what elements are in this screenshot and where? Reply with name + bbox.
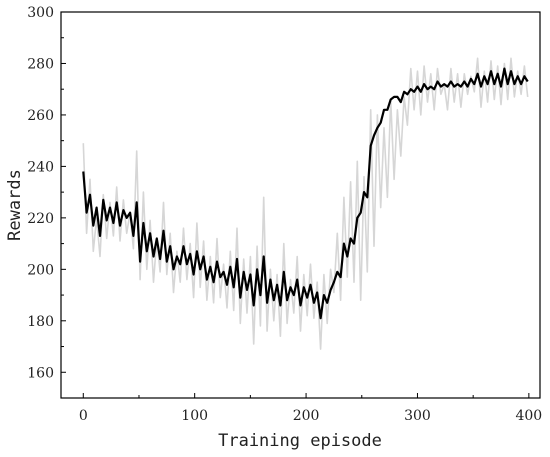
y-tick-label: 260 bbox=[27, 108, 54, 124]
x-axis-title: Training episode bbox=[218, 431, 382, 451]
y-tick-label: 180 bbox=[27, 314, 54, 330]
y-tick-label: 160 bbox=[27, 365, 54, 381]
x-tick-label: 0 bbox=[79, 408, 88, 424]
y-tick-label: 280 bbox=[27, 56, 54, 72]
x-tick-label: 200 bbox=[293, 408, 320, 424]
y-tick-label: 300 bbox=[27, 5, 54, 21]
raw-reward-line bbox=[82, 57, 529, 350]
x-tick-label: 100 bbox=[181, 408, 208, 424]
y-axis-title: Rewards bbox=[5, 169, 25, 241]
y-tick-label: 240 bbox=[27, 159, 54, 175]
plot-area bbox=[82, 57, 529, 350]
x-axis-ticks: 0 100 200 300 400 bbox=[79, 393, 542, 424]
axes bbox=[60, 11, 541, 399]
y-tick-label: 200 bbox=[27, 262, 54, 278]
y-tick-label: 220 bbox=[27, 211, 54, 227]
smoothed-reward-line bbox=[82, 67, 529, 320]
x-tick-label: 400 bbox=[515, 408, 542, 424]
y-axis-ticks: 160 180 200 220 240 260 280 300 bbox=[27, 5, 66, 381]
plot-frame bbox=[60, 11, 541, 399]
x-tick-label: 300 bbox=[404, 408, 431, 424]
